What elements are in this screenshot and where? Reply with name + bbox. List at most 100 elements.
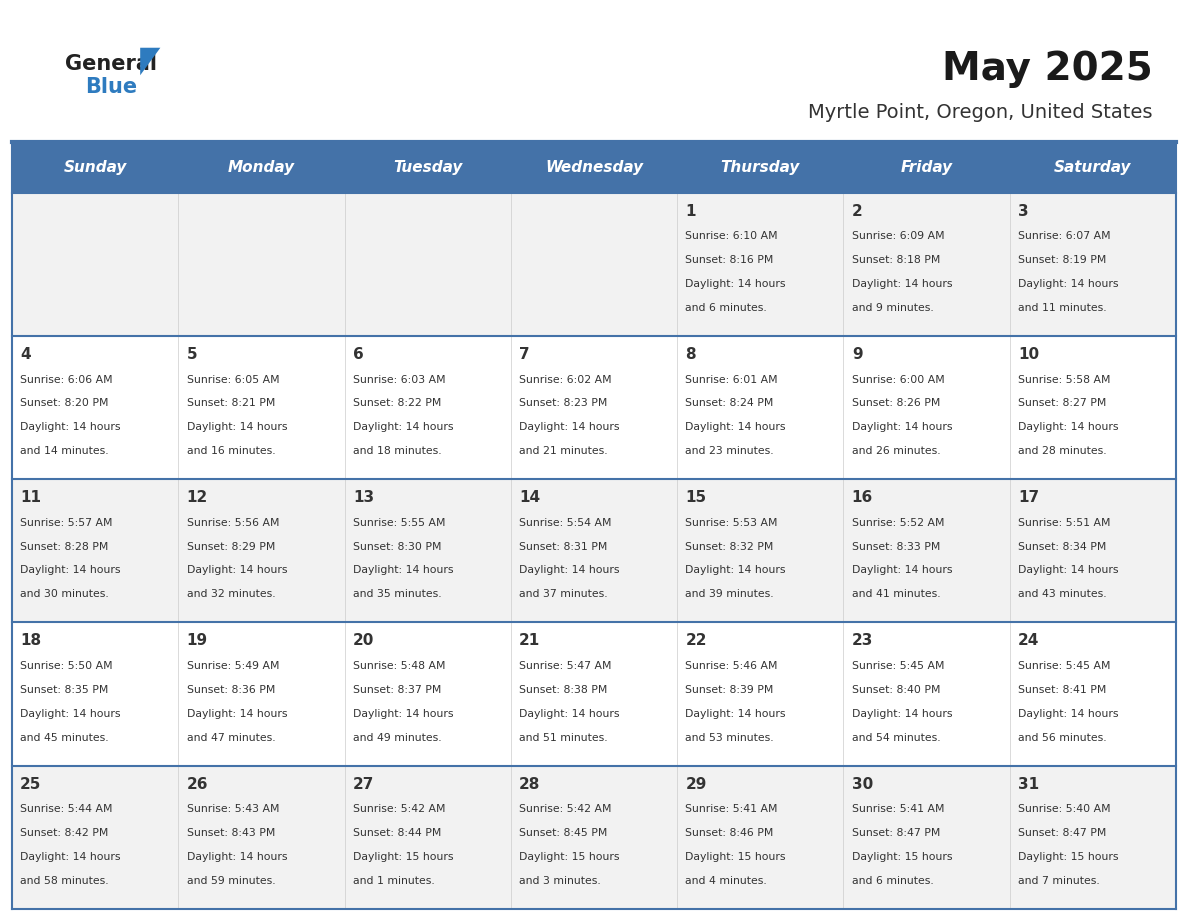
Text: Sunrise: 5:51 AM: Sunrise: 5:51 AM: [1018, 518, 1111, 528]
Text: 3: 3: [1018, 204, 1029, 218]
Text: and 6 minutes.: and 6 minutes.: [852, 876, 934, 886]
Text: Daylight: 14 hours: Daylight: 14 hours: [187, 709, 287, 719]
Text: Daylight: 14 hours: Daylight: 14 hours: [1018, 565, 1119, 576]
Text: Sunset: 8:35 PM: Sunset: 8:35 PM: [20, 685, 108, 695]
Text: and 16 minutes.: and 16 minutes.: [187, 446, 276, 456]
Text: Sunset: 8:31 PM: Sunset: 8:31 PM: [519, 542, 607, 552]
Text: Sunrise: 5:40 AM: Sunrise: 5:40 AM: [1018, 804, 1111, 814]
Text: Daylight: 15 hours: Daylight: 15 hours: [852, 852, 953, 862]
Text: Daylight: 14 hours: Daylight: 14 hours: [1018, 422, 1119, 432]
Text: 14: 14: [519, 490, 541, 505]
Text: Sunrise: 5:53 AM: Sunrise: 5:53 AM: [685, 518, 778, 528]
Text: Sunrise: 5:52 AM: Sunrise: 5:52 AM: [852, 518, 944, 528]
Text: Sunrise: 5:54 AM: Sunrise: 5:54 AM: [519, 518, 612, 528]
Text: and 1 minutes.: and 1 minutes.: [353, 876, 435, 886]
Text: Sunset: 8:28 PM: Sunset: 8:28 PM: [20, 542, 108, 552]
Text: and 41 minutes.: and 41 minutes.: [852, 589, 941, 599]
Text: 1: 1: [685, 204, 696, 218]
Text: and 32 minutes.: and 32 minutes.: [187, 589, 276, 599]
Text: and 51 minutes.: and 51 minutes.: [519, 733, 608, 743]
Text: 18: 18: [20, 633, 42, 648]
Text: and 26 minutes.: and 26 minutes.: [852, 446, 941, 456]
Text: Sunrise: 5:47 AM: Sunrise: 5:47 AM: [519, 661, 612, 671]
Text: Sunset: 8:27 PM: Sunset: 8:27 PM: [1018, 398, 1106, 409]
Text: Daylight: 14 hours: Daylight: 14 hours: [685, 565, 786, 576]
Text: 20: 20: [353, 633, 374, 648]
Bar: [12, 479, 1176, 622]
Text: Sunrise: 5:56 AM: Sunrise: 5:56 AM: [187, 518, 279, 528]
Text: Daylight: 14 hours: Daylight: 14 hours: [852, 709, 953, 719]
Bar: [12, 766, 1176, 909]
Text: Saturday: Saturday: [1054, 160, 1132, 175]
Text: Sunrise: 5:43 AM: Sunrise: 5:43 AM: [187, 804, 279, 814]
Text: 23: 23: [852, 633, 873, 648]
Text: Sunset: 8:22 PM: Sunset: 8:22 PM: [353, 398, 441, 409]
Text: Sunset: 8:19 PM: Sunset: 8:19 PM: [1018, 255, 1106, 265]
Text: Daylight: 14 hours: Daylight: 14 hours: [1018, 279, 1119, 289]
Text: Sunrise: 6:01 AM: Sunrise: 6:01 AM: [685, 375, 778, 385]
Text: Sunset: 8:43 PM: Sunset: 8:43 PM: [187, 828, 274, 838]
Text: Sunset: 8:39 PM: Sunset: 8:39 PM: [685, 685, 773, 695]
Text: Sunrise: 5:42 AM: Sunrise: 5:42 AM: [353, 804, 446, 814]
Text: Daylight: 14 hours: Daylight: 14 hours: [20, 709, 121, 719]
Text: Sunrise: 5:42 AM: Sunrise: 5:42 AM: [519, 804, 612, 814]
Text: and 21 minutes.: and 21 minutes.: [519, 446, 608, 456]
Text: Sunrise: 6:03 AM: Sunrise: 6:03 AM: [353, 375, 446, 385]
Text: Sunset: 8:20 PM: Sunset: 8:20 PM: [20, 398, 108, 409]
Text: and 37 minutes.: and 37 minutes.: [519, 589, 608, 599]
Bar: [12, 622, 1176, 766]
Text: Sunset: 8:37 PM: Sunset: 8:37 PM: [353, 685, 441, 695]
Polygon shape: [140, 48, 160, 75]
Text: 4: 4: [20, 347, 31, 362]
Text: Sunrise: 5:44 AM: Sunrise: 5:44 AM: [20, 804, 113, 814]
Text: 29: 29: [685, 777, 707, 791]
Text: 30: 30: [852, 777, 873, 791]
Text: 16: 16: [852, 490, 873, 505]
Text: Friday: Friday: [901, 160, 953, 175]
Text: 21: 21: [519, 633, 541, 648]
Text: Sunset: 8:29 PM: Sunset: 8:29 PM: [187, 542, 274, 552]
Text: Sunrise: 6:02 AM: Sunrise: 6:02 AM: [519, 375, 612, 385]
Text: Tuesday: Tuesday: [393, 160, 462, 175]
Text: and 6 minutes.: and 6 minutes.: [685, 303, 767, 313]
Text: Daylight: 14 hours: Daylight: 14 hours: [353, 565, 454, 576]
Text: 7: 7: [519, 347, 530, 362]
Text: Sunset: 8:23 PM: Sunset: 8:23 PM: [519, 398, 607, 409]
Text: Sunrise: 5:50 AM: Sunrise: 5:50 AM: [20, 661, 113, 671]
Text: and 49 minutes.: and 49 minutes.: [353, 733, 442, 743]
Text: and 18 minutes.: and 18 minutes.: [353, 446, 442, 456]
Text: and 39 minutes.: and 39 minutes.: [685, 589, 775, 599]
Text: and 53 minutes.: and 53 minutes.: [685, 733, 775, 743]
Text: Daylight: 15 hours: Daylight: 15 hours: [353, 852, 454, 862]
Text: 10: 10: [1018, 347, 1040, 362]
Text: Sunset: 8:18 PM: Sunset: 8:18 PM: [852, 255, 940, 265]
Text: 2: 2: [852, 204, 862, 218]
Text: Daylight: 15 hours: Daylight: 15 hours: [685, 852, 786, 862]
Text: Sunrise: 5:55 AM: Sunrise: 5:55 AM: [353, 518, 446, 528]
Text: Sunrise: 6:06 AM: Sunrise: 6:06 AM: [20, 375, 113, 385]
Text: Sunset: 8:33 PM: Sunset: 8:33 PM: [852, 542, 940, 552]
Text: Monday: Monday: [228, 160, 295, 175]
Bar: [12, 142, 1176, 193]
Text: Sunset: 8:24 PM: Sunset: 8:24 PM: [685, 398, 773, 409]
Text: 8: 8: [685, 347, 696, 362]
Text: General: General: [65, 54, 157, 74]
Text: 11: 11: [20, 490, 42, 505]
Text: and 58 minutes.: and 58 minutes.: [20, 876, 109, 886]
Text: 24: 24: [1018, 633, 1040, 648]
Text: Daylight: 14 hours: Daylight: 14 hours: [519, 709, 620, 719]
Text: Sunrise: 5:58 AM: Sunrise: 5:58 AM: [1018, 375, 1111, 385]
Text: Sunset: 8:32 PM: Sunset: 8:32 PM: [685, 542, 773, 552]
Text: Sunrise: 5:49 AM: Sunrise: 5:49 AM: [187, 661, 279, 671]
Text: and 43 minutes.: and 43 minutes.: [1018, 589, 1107, 599]
Text: Daylight: 14 hours: Daylight: 14 hours: [1018, 709, 1119, 719]
Text: Sunrise: 6:09 AM: Sunrise: 6:09 AM: [852, 231, 944, 241]
Text: and 30 minutes.: and 30 minutes.: [20, 589, 109, 599]
Text: 17: 17: [1018, 490, 1040, 505]
Text: Myrtle Point, Oregon, United States: Myrtle Point, Oregon, United States: [808, 104, 1152, 122]
Text: Sunset: 8:44 PM: Sunset: 8:44 PM: [353, 828, 441, 838]
Text: 27: 27: [353, 777, 374, 791]
Text: Daylight: 14 hours: Daylight: 14 hours: [852, 565, 953, 576]
Text: Sunset: 8:47 PM: Sunset: 8:47 PM: [852, 828, 940, 838]
Text: Daylight: 14 hours: Daylight: 14 hours: [353, 709, 454, 719]
